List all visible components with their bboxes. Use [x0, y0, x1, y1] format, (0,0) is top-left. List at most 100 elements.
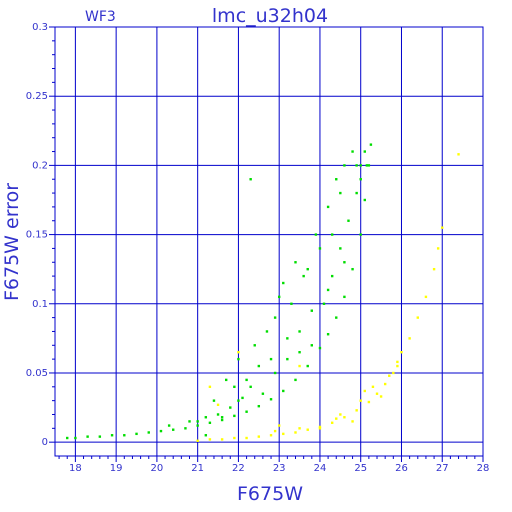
green-point	[86, 435, 89, 438]
yellow-point	[339, 413, 342, 416]
yellow-point	[245, 436, 248, 440]
green-point	[184, 427, 187, 430]
yellow-point	[392, 371, 395, 375]
yellow-point	[351, 420, 354, 423]
yellow-point	[294, 431, 297, 434]
green-point	[237, 357, 240, 361]
green-point	[204, 434, 208, 437]
green-point	[351, 267, 354, 271]
yellow-point	[282, 432, 285, 436]
green-point	[188, 420, 191, 423]
green-point	[212, 399, 216, 402]
green-point	[318, 247, 322, 250]
yellow-point	[367, 400, 371, 404]
x-tick-label: 18	[69, 463, 82, 474]
yellow-point	[396, 364, 399, 368]
y-tick-label: 0.3	[32, 22, 48, 33]
yellow-point	[269, 434, 273, 437]
yellow-point	[216, 403, 220, 406]
green-point	[233, 385, 236, 389]
green-point	[339, 191, 342, 195]
yellow-point	[257, 435, 261, 438]
y-tick-label: 0.1	[32, 299, 48, 310]
green-point	[253, 344, 256, 347]
yellow-point	[208, 438, 212, 441]
yellow-point	[416, 316, 419, 319]
y-tick-label: 0	[42, 437, 48, 448]
y-axis-label: F675W error	[1, 183, 23, 301]
yellow-point	[363, 389, 366, 393]
x-tick-label: 26	[395, 463, 408, 474]
green-point	[359, 178, 362, 181]
green-point	[369, 143, 373, 146]
yellow-point	[273, 429, 277, 433]
y-tick-label: 0.25	[26, 91, 48, 102]
green-point	[310, 309, 313, 312]
green-point	[147, 431, 150, 434]
x-tick-label: 25	[354, 463, 367, 474]
yellow-point	[424, 295, 428, 299]
green-point	[359, 233, 362, 236]
yellow-point	[298, 364, 301, 368]
green-point	[265, 330, 269, 333]
x-tick-label: 28	[477, 463, 490, 474]
chart-title: lmc_u32h04	[212, 5, 328, 27]
green-point	[208, 421, 212, 424]
yellow-point	[306, 428, 309, 431]
green-point	[343, 295, 346, 299]
green-point	[277, 295, 281, 299]
yellow-point	[457, 153, 460, 156]
yellow-point	[343, 416, 346, 419]
green-point	[269, 357, 273, 361]
green-point	[273, 316, 277, 319]
green-point	[273, 371, 277, 375]
yellow-point	[432, 267, 436, 271]
green-point	[335, 316, 338, 319]
yellow-point	[388, 374, 391, 377]
x-tick-label: 22	[232, 463, 245, 474]
yellow-point	[383, 382, 387, 386]
green-point	[359, 164, 362, 167]
green-point	[365, 164, 369, 167]
green-point	[339, 247, 342, 250]
data-points	[66, 143, 460, 442]
yellow-point	[318, 425, 322, 429]
x-tick-label: 23	[273, 463, 286, 474]
x-axis-label: F675W	[237, 483, 303, 505]
green-point	[225, 378, 228, 382]
yellow-point	[237, 351, 240, 354]
green-point	[355, 191, 358, 195]
green-point	[298, 351, 301, 354]
green-point	[302, 274, 305, 278]
green-point	[229, 406, 232, 409]
green-point	[351, 150, 354, 153]
green-point	[66, 436, 69, 440]
yellow-point	[375, 392, 379, 395]
yellow-point	[298, 427, 301, 430]
green-point	[343, 164, 346, 167]
green-point	[326, 288, 330, 292]
x-tick-label: 20	[151, 463, 164, 474]
green-point	[318, 346, 322, 350]
yellow-point	[436, 247, 440, 250]
green-point	[172, 428, 175, 431]
green-point	[347, 219, 350, 222]
green-point	[367, 164, 371, 167]
yellow-point	[359, 399, 362, 402]
green-point	[241, 396, 244, 400]
y-tick-label: 0.2	[32, 160, 48, 171]
tick-labels: 18 19 20 21 22 23 24 25 26 27 28 0 0.05 0.1 0.15 0.2 0.2…	[26, 22, 490, 474]
yellow-point	[441, 226, 444, 229]
green-point	[314, 233, 318, 236]
green-point	[237, 399, 240, 402]
green-point	[257, 364, 261, 368]
green-point	[220, 416, 224, 419]
green-point	[249, 385, 252, 389]
green-point	[330, 233, 334, 236]
green-point	[330, 274, 334, 278]
green-point	[159, 429, 163, 433]
green-point	[326, 205, 330, 209]
chart-subtitle: WF3	[85, 9, 116, 25]
green-point	[245, 378, 248, 382]
green-point	[335, 178, 338, 181]
